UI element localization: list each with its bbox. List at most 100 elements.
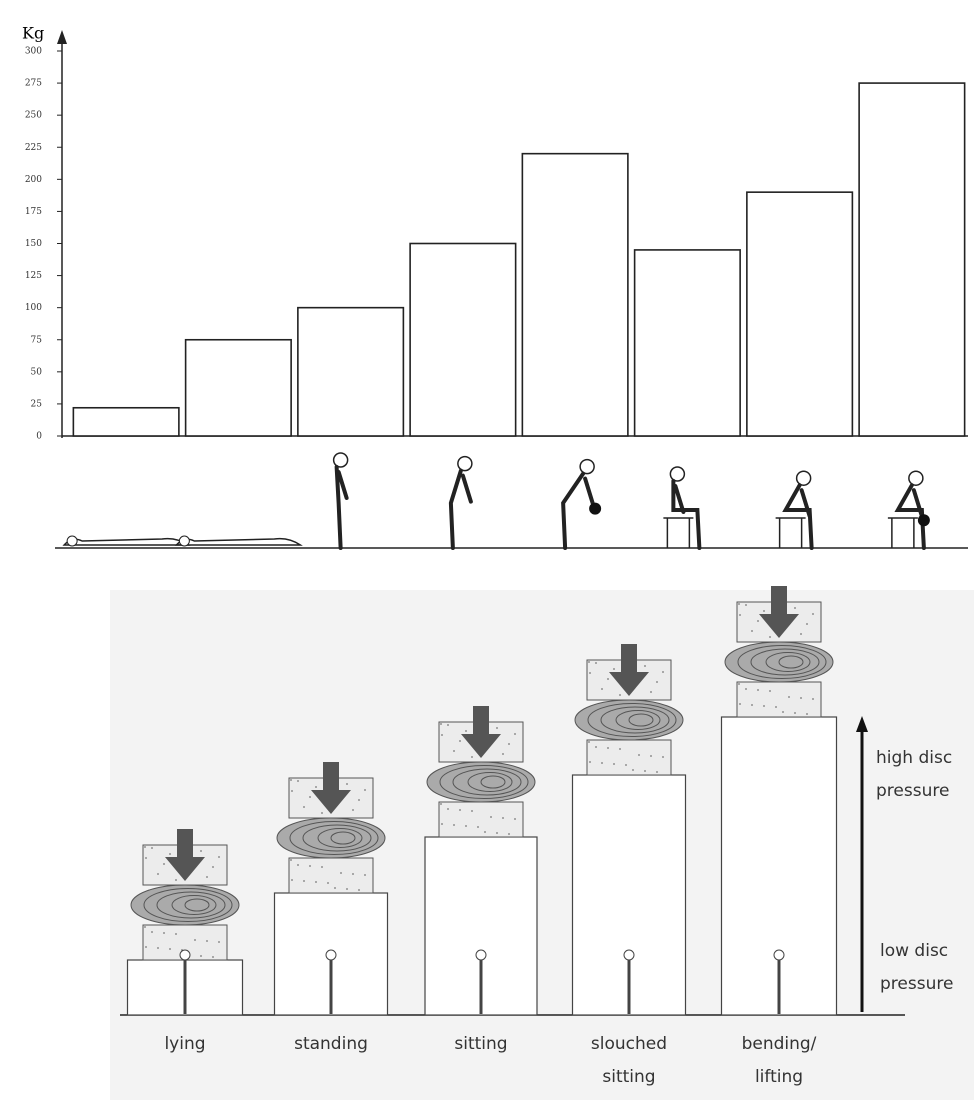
speckle	[151, 931, 153, 933]
force-arrow	[759, 586, 799, 638]
speckle	[484, 831, 486, 833]
speckle	[163, 863, 165, 865]
speckle	[644, 770, 646, 772]
speckle	[502, 817, 504, 819]
speckle	[364, 789, 366, 791]
speckle	[212, 956, 214, 958]
speckle	[144, 846, 146, 848]
bar	[72, 406, 180, 437]
figure-seat	[887, 517, 918, 548]
speckle	[364, 874, 366, 876]
speckle	[358, 889, 360, 891]
speckle	[169, 948, 171, 950]
figure-body	[671, 479, 702, 550]
speckle	[763, 610, 765, 612]
speckle	[806, 623, 808, 625]
speckle	[812, 698, 814, 700]
speckle	[144, 926, 146, 928]
y-tick-label: 175	[25, 207, 42, 217]
posture-label: lying	[164, 1034, 206, 1054]
bar	[297, 306, 405, 437]
speckle	[346, 783, 348, 785]
force-arrow	[461, 706, 501, 758]
posture-label: slouched sitting	[590, 1034, 668, 1087]
speckle	[508, 743, 510, 745]
y-tick-label: 75	[31, 335, 43, 345]
bar	[746, 191, 854, 437]
disc-ring	[467, 772, 513, 792]
speckle	[650, 755, 652, 757]
speckle	[812, 613, 814, 615]
disc-ring	[317, 828, 363, 848]
speckle	[769, 636, 771, 638]
disc-ring	[628, 713, 654, 727]
figure-body	[448, 468, 473, 550]
speckle	[145, 946, 147, 948]
speckle	[206, 940, 208, 942]
speckle	[441, 734, 443, 736]
person-head	[623, 949, 635, 961]
speckle	[496, 832, 498, 834]
person-head	[475, 949, 487, 961]
bar	[521, 152, 629, 437]
figure-weight	[917, 514, 930, 527]
speckle	[656, 681, 658, 683]
disc-ring	[143, 888, 233, 922]
figure-weight	[589, 502, 602, 515]
speckle	[303, 806, 305, 808]
speckle	[459, 740, 461, 742]
person-head	[325, 949, 337, 961]
disc-ring	[587, 703, 677, 737]
speckle	[607, 747, 609, 749]
y-tick-label: 250	[25, 111, 42, 121]
disc-ring	[452, 768, 522, 796]
low-pressure-label: low disc pressure	[880, 941, 954, 994]
speckle	[309, 796, 311, 798]
speckle	[315, 881, 317, 883]
disc-ring	[302, 824, 372, 852]
speckle	[321, 866, 323, 868]
speckle	[763, 705, 765, 707]
speckle	[200, 850, 202, 852]
disc-ring	[737, 645, 827, 679]
speckle	[321, 812, 323, 814]
speckle	[291, 790, 293, 792]
speckle	[163, 932, 165, 934]
speckle	[441, 823, 443, 825]
y-axis-label: Kg	[22, 24, 44, 43]
disc-ring	[765, 652, 811, 672]
speckle	[757, 620, 759, 622]
speckle	[169, 853, 171, 855]
speckle	[200, 955, 202, 957]
speckle	[334, 887, 336, 889]
speckle	[194, 939, 196, 941]
force-arrow	[609, 644, 649, 696]
speckle	[738, 603, 740, 605]
speckle	[309, 865, 311, 867]
figure-head	[332, 452, 349, 468]
y-tick-label: 125	[25, 271, 42, 281]
y-axis-arrow	[57, 30, 67, 44]
speckle	[794, 607, 796, 609]
speckle	[447, 808, 449, 810]
diagram-background	[110, 590, 974, 1100]
posture-label: sitting	[454, 1034, 508, 1054]
y-tick-label: 225	[25, 143, 42, 153]
y-tick-label: 50	[31, 367, 43, 377]
speckle	[175, 879, 177, 881]
speckle	[291, 879, 293, 881]
speckle	[290, 859, 292, 861]
disc-ring	[289, 821, 379, 855]
speckle	[800, 633, 802, 635]
high-pressure-label: high disc pressure	[876, 748, 953, 801]
speckle	[477, 826, 479, 828]
speckle	[613, 763, 615, 765]
speckle	[589, 761, 591, 763]
figure-head	[579, 458, 595, 475]
figure-head	[66, 535, 78, 547]
speckle	[157, 873, 159, 875]
speckle	[662, 756, 664, 758]
figure-body	[334, 465, 349, 550]
